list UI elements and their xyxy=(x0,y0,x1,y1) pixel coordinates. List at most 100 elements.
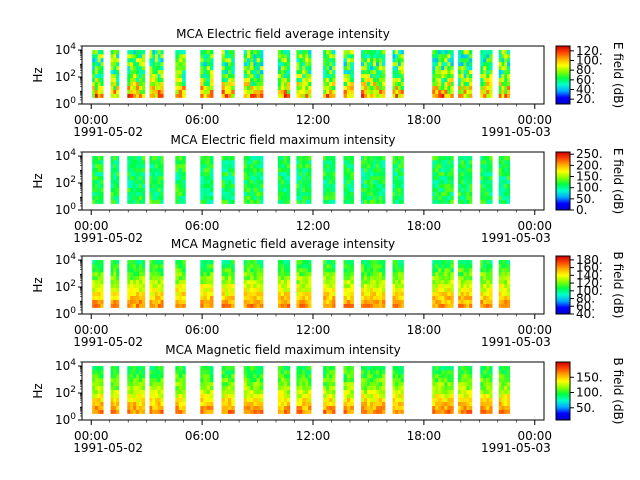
data-cell xyxy=(444,54,448,59)
data-cell xyxy=(250,195,254,200)
data-cell xyxy=(432,405,436,410)
data-cell xyxy=(444,89,448,94)
data-cell xyxy=(231,370,235,375)
data-cell xyxy=(299,167,303,173)
data-cell xyxy=(130,81,134,86)
data-cell xyxy=(206,163,211,169)
data-cell xyxy=(259,50,264,55)
data-cell xyxy=(133,295,137,300)
data-cell xyxy=(498,264,502,269)
data-cell xyxy=(138,167,143,173)
data-cell xyxy=(206,260,211,265)
data-cell xyxy=(227,93,232,98)
data-cell xyxy=(92,271,96,277)
data-cell xyxy=(130,377,134,383)
data-cell xyxy=(97,377,101,383)
data-cell xyxy=(160,195,164,200)
data-cell xyxy=(127,393,131,399)
data-cell xyxy=(450,54,454,59)
data-cell xyxy=(243,191,248,196)
data-cell xyxy=(200,271,204,277)
data-cell xyxy=(92,385,96,391)
data-cell xyxy=(299,199,303,204)
data-cell xyxy=(441,279,445,285)
data-cell xyxy=(203,50,208,55)
data-cell xyxy=(332,370,336,375)
data-cell xyxy=(346,89,351,94)
data-cell xyxy=(175,69,180,75)
data-cell xyxy=(175,287,180,293)
data-cell xyxy=(299,393,303,399)
data-cell xyxy=(466,156,470,161)
data-cell xyxy=(283,401,288,406)
data-cell xyxy=(231,393,235,399)
data-cell xyxy=(392,291,396,296)
data-cell xyxy=(489,81,493,86)
data-cell xyxy=(367,291,371,296)
data-cell xyxy=(299,73,303,79)
data-cell xyxy=(277,179,282,185)
data-cell xyxy=(435,405,439,410)
data-cell xyxy=(178,199,183,204)
data-cell xyxy=(498,397,502,402)
data-cell xyxy=(221,89,226,94)
data-cell xyxy=(133,279,137,285)
data-cell xyxy=(444,303,448,308)
data-cell xyxy=(458,303,462,308)
data-cell xyxy=(501,405,505,410)
data-cell xyxy=(203,275,208,281)
data-cell xyxy=(256,199,261,204)
data-cell xyxy=(221,163,226,169)
data-cell xyxy=(400,156,404,161)
data-cell xyxy=(432,171,436,177)
data-cell xyxy=(489,393,493,399)
data-cell xyxy=(136,264,140,269)
data-cell xyxy=(152,171,156,177)
data-cell xyxy=(200,191,204,196)
data-cell xyxy=(332,303,336,308)
data-cell xyxy=(253,183,257,189)
data-cell xyxy=(182,50,186,55)
data-cell xyxy=(469,366,473,371)
data-cell xyxy=(329,287,333,293)
data-cell xyxy=(141,385,146,391)
data-cell xyxy=(227,397,232,402)
data-cell xyxy=(182,65,186,71)
data-cell xyxy=(200,69,204,75)
data-cell xyxy=(498,89,502,94)
data-cell xyxy=(466,287,470,293)
data-cell xyxy=(100,195,104,200)
data-cell xyxy=(160,61,164,67)
data-cell xyxy=(326,370,330,375)
data-cell xyxy=(326,393,330,399)
data-cell xyxy=(113,409,117,414)
data-cell xyxy=(302,77,306,83)
data-cell xyxy=(182,267,186,273)
data-cell xyxy=(364,303,368,308)
data-cell xyxy=(154,405,159,410)
data-cell xyxy=(127,370,131,375)
data-cell xyxy=(154,279,159,285)
y-tick-label: 104 xyxy=(55,42,76,57)
data-cell xyxy=(376,163,380,169)
data-cell xyxy=(400,373,404,379)
panel-title: MCA Electric field maximum intensity xyxy=(170,133,395,147)
data-cell xyxy=(203,85,208,90)
data-cell xyxy=(332,385,336,391)
data-cell xyxy=(206,405,211,410)
data-cell xyxy=(286,61,291,67)
data-cell xyxy=(480,377,484,383)
data-cell xyxy=(231,160,235,165)
data-cell xyxy=(203,393,208,399)
data-cell xyxy=(458,163,462,169)
data-cell xyxy=(504,156,508,161)
data-cell xyxy=(157,279,161,285)
data-cell xyxy=(373,163,377,169)
data-cell xyxy=(458,295,462,300)
data-cell xyxy=(243,295,248,300)
data-cell xyxy=(458,279,462,285)
data-cell xyxy=(489,401,493,406)
data-cell xyxy=(133,385,137,391)
data-cell xyxy=(94,389,99,395)
data-cell xyxy=(127,195,131,200)
